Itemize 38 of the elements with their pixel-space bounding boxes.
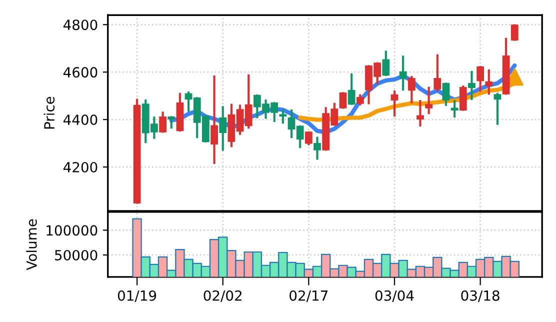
candlestick: [510, 24, 518, 41]
x-tick-label: 03/18: [461, 290, 500, 302]
candlestick: [399, 56, 407, 90]
candlestick: [485, 69, 493, 95]
candlestick: [494, 92, 502, 125]
candlestick: [416, 100, 424, 127]
candlestick: [450, 100, 458, 118]
candlestick: [459, 86, 467, 111]
candlestick: [476, 66, 484, 92]
candlestick: [219, 106, 227, 151]
candlestick: [425, 86, 433, 114]
candlestick: [382, 50, 390, 76]
x-tick-label: 02/02: [204, 290, 242, 302]
candlestick: [356, 94, 364, 106]
y-tick-label: 100000: [46, 225, 98, 236]
candlestick: [210, 76, 218, 164]
candlestick: [390, 90, 398, 117]
candlestick: [348, 73, 356, 105]
candlestick: [339, 92, 347, 109]
candlestick: [279, 109, 287, 124]
x-tick-label: 01/19: [118, 290, 156, 302]
candlestick: [314, 136, 321, 160]
x-tick-label: 02/17: [290, 290, 328, 302]
candlestick: [442, 82, 450, 106]
y-tick-label: 4200: [63, 162, 98, 172]
candlestick: [168, 116, 176, 129]
y-tick-label: 4800: [63, 20, 98, 30]
candlestick: [304, 131, 312, 146]
candlestick: [434, 54, 442, 92]
candlestick: [408, 76, 416, 104]
candlestick: [159, 112, 166, 133]
y-tick-label: 4400: [63, 114, 98, 126]
y-axis-title: Price: [44, 96, 55, 129]
candlestick: [468, 71, 476, 100]
y-tick-label: 50000: [55, 250, 98, 260]
x-tick-label: 03/04: [375, 290, 414, 302]
y-tick-label: 4600: [63, 67, 98, 78]
y-axis-title: Volume: [26, 219, 37, 270]
